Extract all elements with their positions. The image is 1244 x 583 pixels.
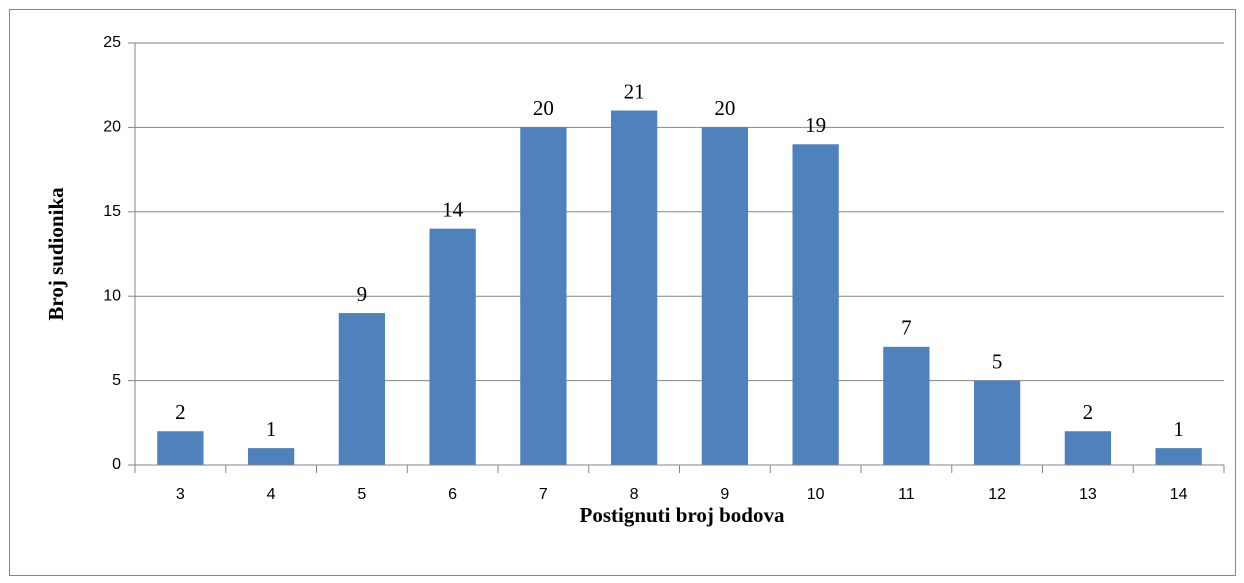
x-tick-label: 7 — [539, 486, 548, 503]
x-tick-label: 3 — [176, 486, 185, 503]
x-tick-label: 8 — [630, 486, 639, 503]
bar — [429, 228, 476, 465]
x-tick-label: 11 — [898, 486, 915, 503]
data-label: 19 — [805, 113, 826, 137]
x-tick-label: 4 — [267, 486, 276, 503]
bar — [701, 127, 749, 466]
x-tick-label: 14 — [1170, 486, 1188, 503]
data-label: 20 — [714, 96, 735, 120]
bar — [973, 380, 1021, 465]
x-tick-label: 5 — [357, 486, 366, 503]
bar — [247, 448, 295, 465]
bar — [338, 313, 386, 465]
data-label: 1 — [266, 417, 277, 441]
bar — [1064, 431, 1112, 465]
data-label: 14 — [442, 197, 464, 221]
y-axis-title: Broj sudionika — [44, 187, 68, 321]
data-label: 21 — [624, 79, 645, 103]
y-tick-label: 5 — [112, 372, 121, 389]
x-tick-label: 10 — [807, 486, 825, 503]
y-tick-label: 25 — [103, 34, 121, 51]
y-tick-label: 0 — [112, 456, 121, 473]
x-tick-label: 12 — [988, 486, 1006, 503]
x-tick-label: 6 — [448, 486, 457, 503]
bar — [610, 110, 658, 466]
x-tick-label: 9 — [720, 486, 729, 503]
data-label: 1 — [1173, 417, 1184, 441]
bar — [520, 127, 567, 466]
x-axis-title: Postignuti broj bodova — [580, 503, 785, 527]
y-tick-label: 10 — [103, 287, 121, 304]
data-label: 5 — [992, 349, 1003, 373]
data-label: 2 — [1083, 400, 1094, 424]
y-tick-label: 20 — [103, 119, 121, 136]
data-label: 7 — [901, 316, 912, 340]
bar — [1155, 448, 1202, 465]
y-tick-label: 15 — [103, 203, 121, 220]
data-label: 9 — [357, 282, 368, 306]
bar — [792, 144, 839, 465]
data-label: 20 — [533, 96, 554, 120]
bar — [883, 346, 930, 465]
data-label: 2 — [175, 400, 186, 424]
bar — [157, 431, 204, 465]
x-tick-label: 13 — [1079, 486, 1097, 503]
